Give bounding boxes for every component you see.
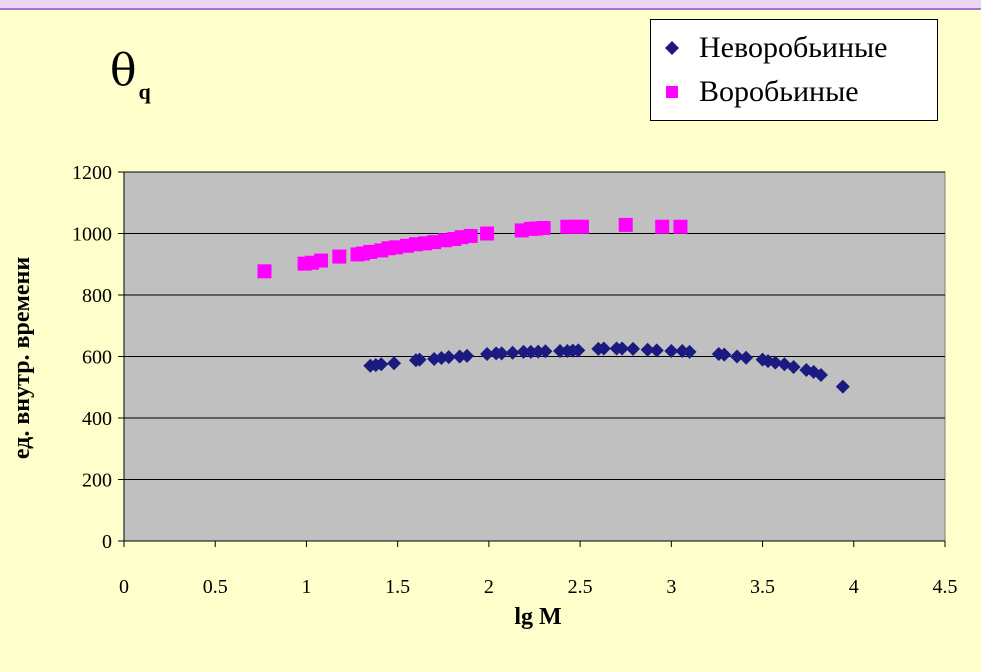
theta-symbol: θ: [110, 45, 137, 96]
x-tick-labels: 0 0.5 1 1.5 2 2.5 3 3.5 4 4.5: [119, 576, 958, 598]
data-point-passerine: [574, 219, 589, 234]
data-points: [257, 217, 850, 394]
data-point-passerine: [655, 219, 670, 234]
x-tick-label: 2.5: [568, 576, 593, 598]
data-point-non-passerine: [664, 343, 679, 358]
data-point-passerine: [427, 235, 442, 250]
data-point-non-passerine: [615, 341, 630, 356]
data-point-passerine: [480, 226, 495, 241]
data-point-passerine: [618, 217, 633, 232]
data-point-non-passerine: [739, 350, 754, 365]
x-tick-label: 3: [666, 576, 676, 598]
data-point-non-passerine: [730, 349, 745, 364]
data-point-non-passerine: [516, 344, 531, 359]
data-point-passerine: [463, 228, 478, 243]
legend-label: Воробьиные: [699, 75, 859, 108]
data-point-non-passerine: [835, 379, 850, 394]
legend-item-passerines: Воробьиные: [663, 72, 859, 112]
data-point-non-passerine: [813, 367, 828, 382]
x-tick-label: 0.5: [203, 576, 228, 598]
legend-item-non-passerines: Неворобьиные: [663, 28, 887, 68]
data-point-passerine: [388, 240, 403, 255]
data-point-non-passerine: [480, 347, 495, 362]
data-point-non-passerine: [596, 341, 611, 356]
data-point-non-passerine: [505, 345, 520, 360]
data-point-passerine: [314, 253, 329, 268]
data-point-non-passerine: [374, 357, 389, 372]
axes: [118, 171, 946, 547]
y-tick-label: 400: [82, 408, 112, 430]
x-tick-label: 4.5: [933, 576, 958, 598]
y-tick-label: 1200: [72, 162, 112, 184]
data-point-non-passerine: [768, 355, 783, 370]
data-point-non-passerine: [682, 344, 697, 359]
y-tick-label: 800: [82, 285, 112, 307]
data-point-non-passerine: [387, 356, 402, 371]
data-point-non-passerine: [571, 343, 586, 358]
data-point-non-passerine: [640, 342, 655, 357]
data-point-non-passerine: [412, 352, 427, 367]
x-tick-label: 4: [849, 576, 859, 598]
data-point-passerine: [257, 264, 272, 279]
data-point-non-passerine: [441, 350, 456, 365]
data-point-non-passerine: [553, 343, 568, 358]
legend: Неворобьиные Воробьиные: [650, 19, 938, 121]
theta-q-heading: θq: [110, 45, 151, 104]
data-point-non-passerine: [538, 344, 553, 359]
data-point-non-passerine: [459, 348, 474, 363]
gridlines: [124, 171, 945, 480]
x-tick-label: 1: [301, 576, 311, 598]
x-tick-label: 2: [484, 576, 494, 598]
data-point-non-passerine: [626, 341, 641, 356]
diamond-marker-icon: [665, 41, 679, 55]
square-marker-icon: [666, 86, 678, 98]
theta-subscript: q: [138, 79, 151, 104]
x-tick-label: 1.5: [385, 576, 410, 598]
data-point-non-passerine: [786, 359, 801, 374]
y-tick-label: 1000: [72, 224, 112, 246]
x-tick-label: 3.5: [750, 576, 775, 598]
data-point-non-passerine: [494, 346, 509, 361]
y-axis-title: ед. внутр. времени: [9, 257, 35, 459]
x-tick-label: 0: [119, 576, 129, 598]
data-point-passerine: [536, 220, 551, 235]
slide-top-border: [0, 0, 981, 10]
data-point-passerine: [673, 219, 688, 234]
y-tick-label: 200: [82, 470, 112, 492]
data-point-passerine: [332, 249, 347, 264]
data-point-non-passerine: [717, 347, 732, 362]
y-tick-label: 600: [82, 347, 112, 369]
x-axis-title: lg M: [514, 604, 561, 630]
y-tick-labels: 0 200 400 600 800 1000 1200: [72, 162, 112, 553]
legend-label: Неворобьиные: [699, 31, 888, 64]
data-point-passerine: [363, 244, 378, 259]
y-tick-label: 0: [102, 531, 112, 553]
data-point-non-passerine: [649, 343, 664, 358]
